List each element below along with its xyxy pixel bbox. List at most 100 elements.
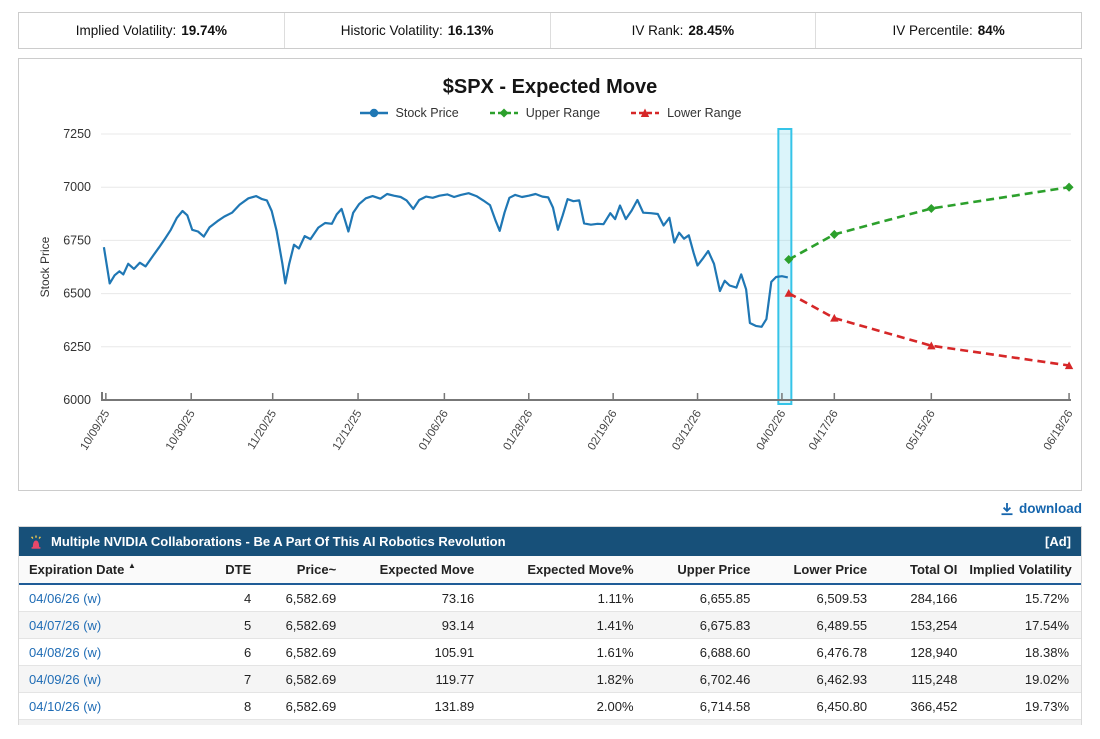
legend-item-lower-range[interactable]: Lower Range xyxy=(630,106,741,120)
column-header-expected-move-[interactable]: Expected Move% xyxy=(486,556,646,585)
cell-1-5: 6,675.83 xyxy=(645,611,763,639)
cell-1-4: 1.41% xyxy=(486,611,646,639)
cell-4-8: 19.73% xyxy=(969,692,1081,719)
cell-0-3: 73.16 xyxy=(348,583,487,612)
download-icon xyxy=(1001,502,1013,515)
siren-icon xyxy=(31,535,41,549)
table-row: 04/10/26 (w) 8 6,582.69 131.89 2.00% 6,714.58… xyxy=(19,692,1081,719)
cell-0-7: 284,166 xyxy=(879,583,970,612)
cell-3-8: 19.02% xyxy=(969,665,1081,693)
legend-label: Stock Price xyxy=(395,106,459,120)
table-card: Multiple NVIDIA Collaborations - Be A Pa… xyxy=(18,526,1082,725)
download-row: download xyxy=(18,491,1082,526)
column-header-lower-price[interactable]: Lower Price xyxy=(762,556,880,585)
svg-text:01/06/26: 01/06/26 xyxy=(417,408,451,452)
svg-text:04/02/26: 04/02/26 xyxy=(755,408,789,452)
stat-label: Implied Volatility: xyxy=(75,23,177,38)
cell-1-0: 04/07/26 (w) xyxy=(19,611,189,639)
cell-1-1: 5 xyxy=(188,611,264,639)
cell-2-0: 04/08/26 (w) xyxy=(19,638,189,666)
stat-value: 16.13% xyxy=(447,23,494,38)
cell-0-6: 6,509.53 xyxy=(762,583,880,612)
stats-bar: Implied Volatility: 19.74% Historic Volati… xyxy=(18,12,1082,49)
chart-card: $SPX - Expected Move Stock Price Upper R… xyxy=(18,58,1082,491)
cell-2-8: 18.38% xyxy=(969,638,1081,666)
column-header-dte[interactable]: DTE xyxy=(188,556,264,585)
cell-3-0: 04/09/26 (w) xyxy=(19,665,189,693)
ad-text: Multiple NVIDIA Collaborations - Be A Pa… xyxy=(51,534,506,549)
svg-text:02/19/26: 02/19/26 xyxy=(586,408,620,452)
column-header-price-[interactable]: Price~ xyxy=(263,556,349,585)
cell-2-2: 6,582.69 xyxy=(263,638,349,666)
ad-banner[interactable]: Multiple NVIDIA Collaborations - Be A Pa… xyxy=(19,527,1081,556)
stat-value: 84% xyxy=(977,23,1005,38)
table-row: 04/07/26 (w) 5 6,582.69 93.14 1.41% 6,675.83 6… xyxy=(19,611,1081,639)
svg-text:7000: 7000 xyxy=(63,180,91,194)
cell-0-0: 04/06/26 (w) xyxy=(19,583,189,612)
cell-3-6: 6,462.93 xyxy=(762,665,880,693)
cell-4-5: 6,714.58 xyxy=(645,692,763,719)
column-header-implied-volatility[interactable]: Implied Volatility xyxy=(969,556,1081,585)
cell-1-8: 17.54% xyxy=(969,611,1081,639)
expiration-date-link[interactable]: 04/10/26 (w) xyxy=(29,698,102,714)
cell-3-2: 6,582.69 xyxy=(263,665,349,693)
svg-text:6750: 6750 xyxy=(63,233,91,247)
table-row: 04/08/26 (w) 6 6,582.69 105.91 1.61% 6,688.60… xyxy=(19,638,1081,666)
cell-3-4: 1.82% xyxy=(486,665,646,693)
svg-text:6250: 6250 xyxy=(63,340,91,354)
svg-text:7250: 7250 xyxy=(63,127,91,141)
cell-4-3: 131.89 xyxy=(348,692,487,719)
cell-4-4: 2.00% xyxy=(486,692,646,719)
cell-1-3: 93.14 xyxy=(348,611,487,639)
svg-text:Stock Price: Stock Price xyxy=(38,236,52,297)
download-label: download xyxy=(1019,501,1082,516)
cell-4-6: 6,450.80 xyxy=(762,692,880,719)
svg-text:01/28/26: 01/28/26 xyxy=(501,408,535,452)
cell-2-7: 128,940 xyxy=(879,638,970,666)
expiration-date-link[interactable]: 04/08/26 (w) xyxy=(29,644,102,660)
legend-marker-icon xyxy=(631,108,660,117)
cell-2-4: 1.61% xyxy=(486,638,646,666)
cell-2-5: 6,688.60 xyxy=(645,638,763,666)
cell-1-6: 6,489.55 xyxy=(762,611,880,639)
chart-svg: 6000 6250 6500 6750 7000 7250 Stock Price 10/09… xyxy=(38,127,1076,453)
stat-label: IV Rank: xyxy=(631,23,684,38)
cell-3-3: 119.77 xyxy=(348,665,487,693)
expiration-date-link[interactable]: 04/07/26 (w) xyxy=(29,617,102,633)
expiration-date-link[interactable]: 04/06/26 (w) xyxy=(29,590,102,606)
svg-text:10/30/25: 10/30/25 xyxy=(164,408,198,452)
stat-label: Historic Volatility: xyxy=(340,23,443,38)
stat-label: IV Percentile: xyxy=(892,23,973,38)
column-header-upper-price[interactable]: Upper Price xyxy=(645,556,763,585)
legend-item-upper-range[interactable]: Upper Range xyxy=(489,106,600,120)
download-link[interactable]: download xyxy=(1000,501,1082,516)
svg-text:04/17/26: 04/17/26 xyxy=(807,408,841,452)
stat-item-0: Implied Volatility: 19.74% xyxy=(19,13,285,48)
svg-text:05/15/26: 05/15/26 xyxy=(904,408,938,452)
table-header-row: Expiration Date ▲ DTE Price~ Expected Move E… xyxy=(19,556,1081,585)
svg-text:6500: 6500 xyxy=(63,287,91,301)
column-header-expiration-date[interactable]: Expiration Date ▲ xyxy=(19,556,189,585)
cell-4-1: 8 xyxy=(188,692,264,719)
table-body: 04/06/26 (w) 4 6,582.69 73.16 1.11% 6,655.85 6… xyxy=(19,583,1081,719)
expiration-date-link[interactable]: 04/09/26 (w) xyxy=(29,671,102,687)
cell-2-1: 6 xyxy=(188,638,264,666)
stat-value: 19.74% xyxy=(181,23,228,38)
cell-0-1: 4 xyxy=(188,583,264,612)
ad-tag: [Ad] xyxy=(1045,534,1071,549)
column-header-expected-move[interactable]: Expected Move xyxy=(348,556,487,585)
legend-item-stock-price[interactable]: Stock Price xyxy=(359,106,459,120)
cell-4-0: 04/10/26 (w) xyxy=(19,692,189,719)
cell-3-5: 6,702.46 xyxy=(645,665,763,693)
legend-marker-icon xyxy=(489,108,518,118)
column-header-total-oi[interactable]: Total OI xyxy=(879,556,970,585)
cell-3-7: 115,248 xyxy=(879,665,970,693)
stat-item-2: IV Rank: 28.45% xyxy=(551,13,817,48)
chart-legend: Stock Price Upper Range Lower Range xyxy=(19,106,1081,120)
legend-marker-icon xyxy=(359,108,388,118)
cell-0-2: 6,582.69 xyxy=(263,583,349,612)
table-row: 04/06/26 (w) 4 6,582.69 73.16 1.11% 6,655.85 6… xyxy=(19,583,1081,612)
cell-0-4: 1.11% xyxy=(486,583,646,612)
partial-next-row xyxy=(19,719,1081,725)
cell-3-1: 7 xyxy=(188,665,264,693)
